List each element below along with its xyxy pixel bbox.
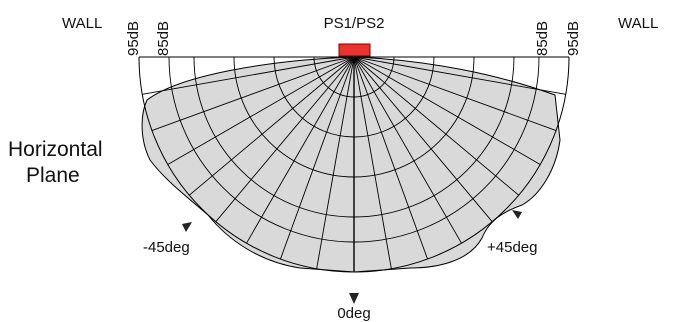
angle-arrow-center (349, 293, 359, 304)
direction-ray (215, 56, 355, 222)
wall-left-label: WALL (62, 15, 102, 32)
wall-right-label: WALL (618, 15, 658, 32)
direction-ray (167, 56, 355, 165)
plane-label-line1: Horizontal (8, 138, 103, 161)
direction-ray (353, 56, 493, 222)
direction-ray (353, 56, 428, 260)
device-marker (338, 43, 371, 57)
plane-label-line2: Plane (26, 164, 80, 187)
direction-ray (353, 56, 462, 244)
direction-ray (189, 56, 355, 196)
ring-85db-left-label: 85dB (155, 21, 172, 56)
device-label: PS1/PS2 (324, 15, 385, 32)
direction-ray (246, 56, 355, 244)
direction-ray (353, 56, 541, 165)
direction-ray (142, 56, 355, 95)
direction-ray (151, 56, 355, 131)
direction-ray (353, 56, 392, 269)
angle-right-label: +45deg (487, 239, 537, 256)
ring-95db-left-label: 95dB (125, 21, 142, 56)
direction-ray (353, 56, 519, 196)
direction-ray (353, 56, 566, 95)
direction-ray (353, 56, 557, 131)
direction-ray (280, 56, 355, 260)
angle-center-label: 0deg (337, 305, 370, 322)
direction-ray (316, 56, 355, 269)
angle-arrow-left (182, 222, 192, 232)
angle-arrow-right (512, 210, 522, 219)
ring-85db-right-label: 85dB (534, 21, 551, 56)
direction-rays (139, 56, 569, 272)
ring-95db-right-label: 95dB (565, 21, 582, 56)
angle-left-label: -45deg (143, 239, 190, 256)
